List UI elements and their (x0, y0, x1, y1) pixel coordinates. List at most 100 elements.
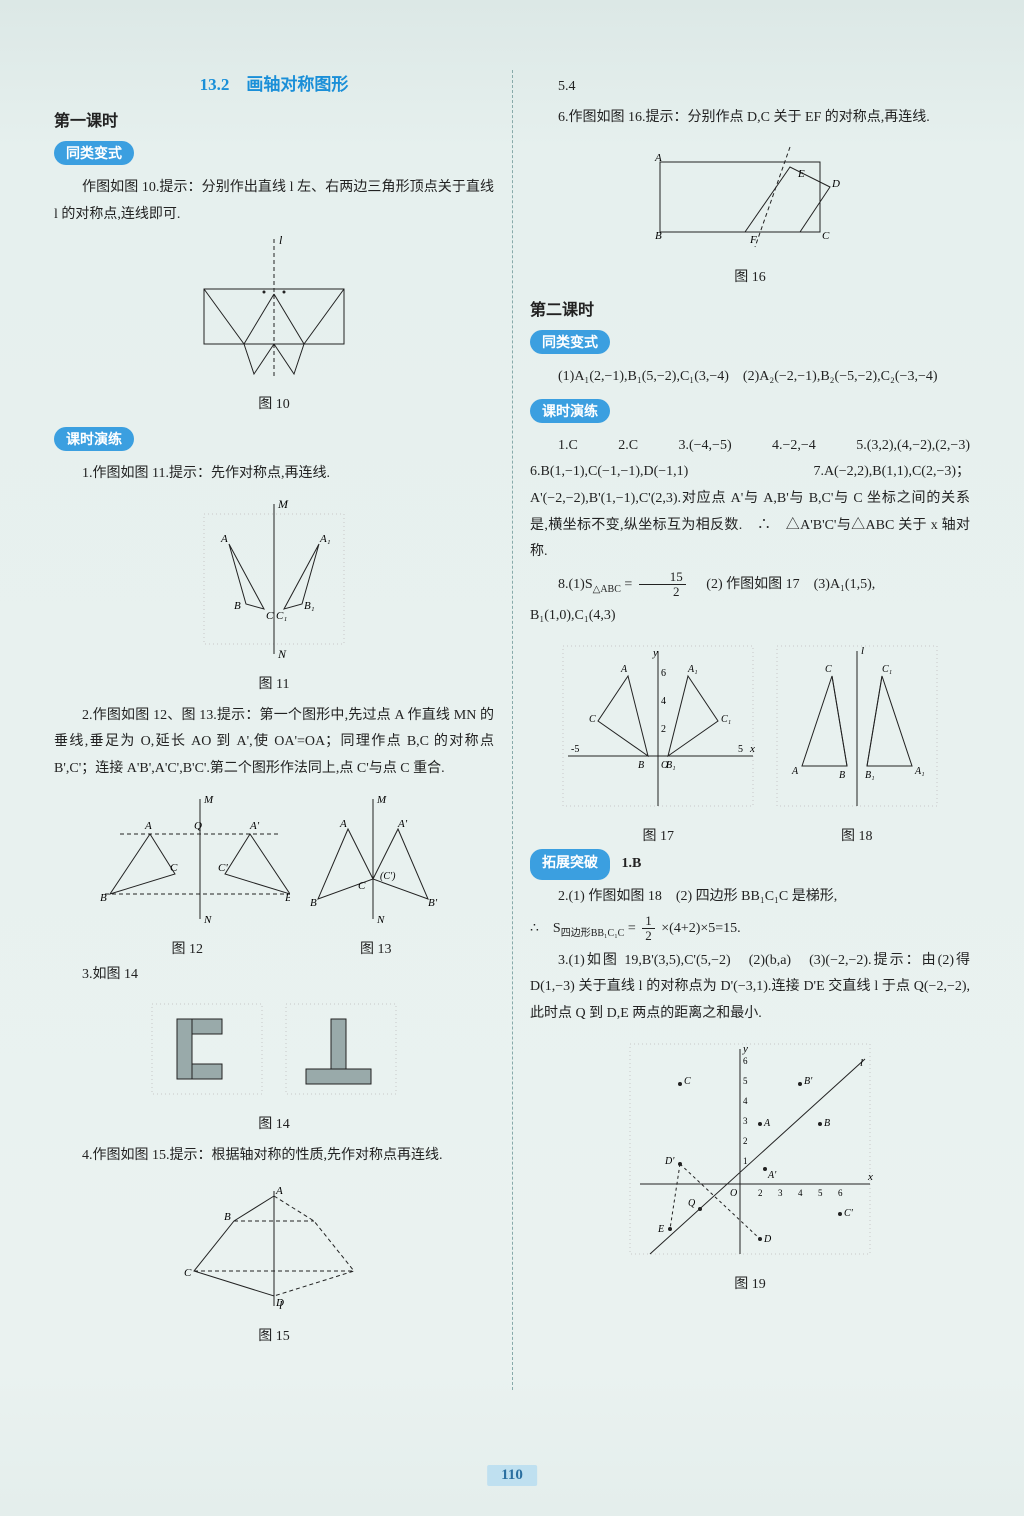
svg-text:Q: Q (688, 1198, 696, 1209)
svg-text:A: A (791, 766, 799, 777)
svg-text:B: B (655, 230, 662, 242)
frac-8: 152 (639, 570, 686, 600)
right-p6: 6.作图如图 16.提示：分别作点 D,C 关于 EF 的对称点,再连线. (530, 105, 970, 132)
svg-text:1: 1 (743, 1156, 748, 1166)
svg-text:5: 5 (818, 1188, 823, 1198)
svg-text:4: 4 (798, 1188, 803, 1198)
figure-11-caption: 图 11 (54, 673, 494, 693)
section-title: 13.2 画轴对称图形 (54, 70, 494, 95)
figure-17-caption: 图 17 (553, 825, 763, 845)
svg-text:-5: -5 (571, 744, 579, 755)
svg-text:A: A (763, 1118, 771, 1129)
svg-text:A₁: A₁ (319, 533, 331, 545)
svg-text:C: C (684, 1076, 691, 1087)
figure-19-caption: 图 19 (530, 1273, 970, 1293)
svg-text:B: B (234, 600, 241, 612)
svg-text:M: M (376, 794, 387, 806)
svg-text:y: y (652, 647, 658, 659)
svg-text:6: 6 (838, 1188, 843, 1198)
svg-text:N: N (277, 647, 287, 661)
svg-text:E: E (797, 168, 805, 180)
figure-12-13-captions: 图 12 图 13 (54, 938, 494, 958)
svg-text:B: B (100, 892, 107, 904)
svg-text:O: O (730, 1188, 737, 1199)
svg-text:B': B' (428, 897, 438, 909)
right-column: 5.4 6.作图如图 16.提示：分别作点 D,C 关于 EF 的对称点,再连线… (512, 70, 974, 1390)
svg-text:C: C (184, 1267, 192, 1279)
svg-text:B: B (224, 1211, 231, 1223)
svg-text:C: C (825, 664, 832, 675)
svg-text:C: C (170, 862, 178, 874)
ext-2a: 2.(1) 作图如图 18 (2) 四边形 BB₁C₁C 是梯形, (530, 884, 970, 911)
svg-text:x: x (867, 1171, 873, 1183)
svg-text:D: D (275, 1297, 284, 1309)
svg-text:N: N (203, 914, 212, 926)
svg-text:5: 5 (743, 1076, 748, 1086)
svg-text:A₁: A₁ (687, 664, 698, 675)
left-variant-text: 作图如图 10.提示：分别作出直线 l 左、右两边三角形顶点关于直线 l 的对称… (54, 175, 494, 228)
svg-text:5: 5 (738, 744, 743, 755)
ext-2b: ∴ S四边形BB₁C₁C = 12 ×(4+2)×5=15. (530, 914, 970, 944)
svg-text:A: A (654, 152, 662, 164)
right-practice: 1.C 2.C 3.(−4,−5) 4.−2,−4 5.(3,2),(4,−2)… (530, 433, 970, 566)
svg-text:D: D (763, 1234, 772, 1245)
svg-text:A': A' (397, 818, 408, 830)
svg-text:C: C (266, 610, 274, 622)
svg-text:A: A (275, 1185, 283, 1197)
svg-text:A': A' (767, 1170, 777, 1181)
svg-text:N: N (376, 914, 385, 926)
tag-variant-1: 同类变式 (54, 141, 134, 165)
ext2b-post: ×(4+2)×5=15. (661, 921, 740, 936)
svg-text:A₁: A₁ (914, 766, 925, 777)
left-p2: 2.作图如图 12、图 13.提示：第一个图形中,先过点 A 作直线 MN 的垂… (54, 703, 494, 783)
svg-text:A: A (220, 533, 228, 545)
svg-text:A: A (620, 664, 628, 675)
svg-text:A: A (144, 820, 152, 832)
figure-18-caption: 图 18 (767, 825, 947, 845)
column-divider (512, 70, 513, 1390)
svg-text:4: 4 (661, 696, 666, 707)
svg-text:F: F (749, 234, 757, 246)
svg-text:3: 3 (778, 1188, 783, 1198)
svg-text:C₁: C₁ (882, 664, 892, 675)
ext-3: 3.(1)如图 19,B'(3,5),C'(5,−2) (2)(b,a) (3)… (530, 948, 970, 1028)
svg-text:B': B' (804, 1076, 813, 1087)
left-p3: 3.如图 14 (54, 962, 494, 989)
figure-17-18-captions: 图 17 图 18 (530, 825, 970, 845)
page: 13.2 画轴对称图形 第一课时 同类变式 作图如图 10.提示：分别作出直线 … (0, 0, 1024, 1516)
tag-practice-1: 课时演练 (54, 427, 134, 451)
figure-17-18: y x -5 5 O A A₁ C C₁ B B₁ 6 4 2 (530, 636, 970, 821)
svg-text:C₁: C₁ (276, 610, 287, 622)
ext2b-eq: = (628, 921, 636, 936)
left-p4: 4.作图如图 15.提示：根据轴对称的性质,先作对称点再连线. (54, 1143, 494, 1170)
tag-practice-2: 课时演练 (530, 399, 610, 423)
right-variant-text: (1)A₁(2,−1),B₁(5,−2),C₁(3,−4) (2)A₂(−2,−… (530, 364, 970, 391)
figure-16-caption: 图 16 (530, 266, 970, 286)
svg-text:D: D (831, 178, 840, 190)
svg-text:6: 6 (743, 1056, 748, 1066)
frac-2: 12 (642, 914, 655, 944)
figure-15-caption: 图 15 (54, 1325, 494, 1345)
svg-text:B: B (839, 770, 845, 781)
left-p1: 1.作图如图 11.提示：先作对称点,再连线. (54, 461, 494, 488)
figure-12-13: M N A Q A' B B' C C' M N (54, 789, 494, 934)
ext2b-pre: ∴ S (530, 921, 561, 936)
svg-text:C: C (822, 230, 830, 242)
ext-1: 1.B (622, 856, 642, 871)
p8-eq: = (624, 577, 632, 592)
figure-10: l (54, 234, 494, 389)
svg-text:C: C (589, 714, 596, 725)
svg-text:2: 2 (661, 724, 666, 735)
svg-text:3: 3 (743, 1116, 748, 1126)
figure-11: M N A A₁ C C₁ B B₁ (54, 494, 494, 669)
figure-14-caption: 图 14 (54, 1113, 494, 1133)
svg-text:A': A' (249, 820, 260, 832)
figure-12-caption: 图 12 (87, 938, 287, 958)
svg-text:(C'): (C') (380, 871, 396, 882)
svg-text:C₁: C₁ (721, 714, 731, 725)
page-number: 110 (487, 1465, 537, 1486)
left-column: 13.2 画轴对称图形 第一课时 同类变式 作图如图 10.提示：分别作出直线 … (50, 70, 512, 1390)
tag-extend: 拓展突破 (530, 849, 610, 880)
figure-16: A D B C F E (530, 137, 970, 262)
svg-text:l: l (860, 1057, 863, 1069)
